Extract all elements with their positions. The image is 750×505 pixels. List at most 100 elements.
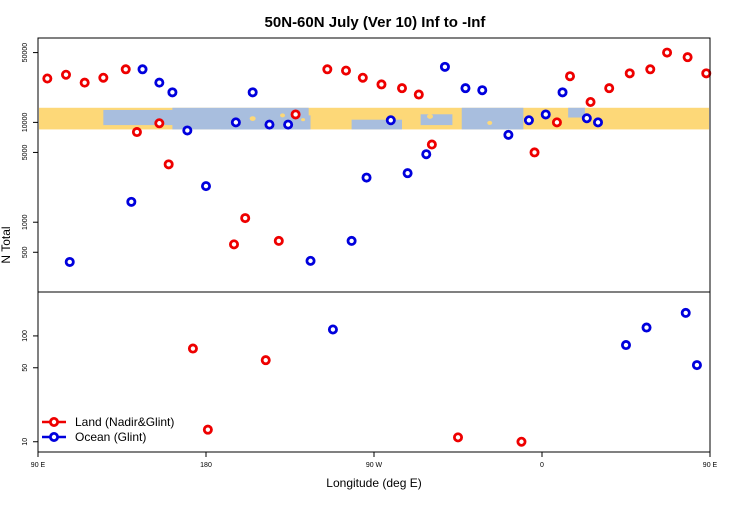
upper-ocean-point	[182, 125, 193, 136]
y-tick-label: 10	[22, 438, 29, 446]
x-tick-label: 0	[540, 462, 544, 469]
upper-ocean-point	[346, 235, 357, 246]
lower-y-axis: 10 50 100	[22, 330, 38, 446]
upper-land-point	[322, 64, 333, 75]
map-land-patch	[301, 118, 306, 122]
map-ocean-patch	[568, 107, 585, 118]
upper-ocean-point	[305, 255, 316, 266]
upper-land-point	[396, 83, 407, 94]
map-land-patch	[249, 116, 256, 122]
upper-land-point	[340, 65, 351, 76]
x-tick-label: 90 E	[31, 462, 46, 469]
upper-land-point	[645, 64, 656, 75]
upper-land-point	[61, 69, 72, 80]
y-axis-label: N Total	[0, 226, 13, 263]
upper-ocean-point	[540, 109, 551, 120]
lower-panel: 10 50 100	[22, 291, 711, 453]
y-tick-label: 500	[22, 246, 29, 258]
upper-ocean-point	[137, 64, 148, 75]
upper-plot-frame	[37, 37, 711, 293]
upper-ocean-point	[361, 172, 372, 183]
upper-land-point	[585, 96, 596, 107]
upper-ocean-point	[581, 113, 592, 124]
x-axis: 90 E 180 90 W 0 90 E	[31, 452, 718, 469]
upper-land-point	[551, 117, 562, 128]
upper-ocean-point	[439, 61, 450, 72]
upper-land-point	[701, 68, 712, 79]
upper-land-point	[120, 64, 131, 75]
x-tick-label: 90 E	[703, 462, 718, 469]
y-tick-label: 10000	[22, 113, 29, 133]
upper-land-point	[273, 235, 284, 246]
upper-ocean-point	[264, 119, 275, 130]
upper-land-point	[682, 52, 693, 63]
map-ocean-patch	[461, 107, 524, 130]
upper-ocean-point	[421, 149, 432, 160]
upper-land-point	[662, 47, 673, 58]
upper-land-point	[565, 71, 576, 82]
upper-land-point	[604, 83, 615, 94]
upper-land-point	[42, 73, 53, 84]
map-ocean-patch	[351, 119, 402, 130]
lower-ocean-point	[680, 307, 691, 318]
lower-land-point	[452, 432, 463, 443]
y-tick-label: 50000	[22, 43, 29, 63]
upper-land-point	[426, 139, 437, 150]
map-ocean-patch	[420, 114, 453, 126]
upper-ocean-point	[385, 115, 396, 126]
lower-land-point	[516, 436, 527, 447]
upper-land-point	[529, 147, 540, 158]
upper-ocean-point	[402, 168, 413, 179]
y-tick-label: 1000	[22, 214, 29, 230]
upper-ocean-point	[593, 117, 604, 128]
lower-ocean-point	[327, 324, 338, 335]
lower-land-point	[187, 343, 198, 354]
y-tick-label: 5000	[22, 145, 29, 161]
upper-ocean-point	[167, 87, 178, 98]
legend: Land (Nadir&Glint) Ocean (Glint)	[42, 415, 174, 444]
legend-land-label: Land (Nadir&Glint)	[75, 415, 174, 429]
chart-title: 50N-60N July (Ver 10) Inf to -Inf	[265, 14, 487, 31]
upper-land-point	[290, 109, 301, 120]
upper-ocean-point	[283, 119, 294, 130]
upper-ocean-point	[126, 196, 137, 207]
upper-land-point	[376, 79, 387, 90]
upper-ocean-point	[154, 77, 165, 88]
map-land-patch	[427, 114, 433, 119]
lower-ocean-point	[621, 340, 632, 351]
upper-land-point	[624, 68, 635, 79]
upper-land-point	[228, 239, 239, 250]
upper-ocean-point	[477, 85, 488, 96]
x-tick-label: 180	[200, 462, 212, 469]
upper-land-point	[131, 127, 142, 138]
upper-ocean-point	[200, 181, 211, 192]
upper-data-points	[42, 47, 712, 267]
map-land-patch	[487, 120, 493, 125]
upper-ocean-point	[64, 256, 75, 267]
upper-ocean-point	[460, 83, 471, 94]
lower-land-point	[202, 424, 213, 435]
legend-ocean-marker	[49, 431, 60, 442]
upper-panel: 500 1000 5000 10000 50000	[22, 37, 712, 293]
upper-land-point	[413, 89, 424, 100]
lower-land-point	[260, 355, 271, 366]
legend-land-marker	[49, 416, 60, 427]
x-axis-label: Longitude (deg E)	[326, 476, 421, 490]
upper-land-point	[240, 213, 251, 224]
upper-ocean-point	[230, 117, 241, 128]
y-tick-label: 50	[22, 364, 29, 372]
upper-ocean-point	[503, 129, 514, 140]
upper-land-point	[163, 159, 174, 170]
upper-y-axis: 500 1000 5000 10000 50000	[22, 43, 38, 258]
map-land-patch	[280, 113, 286, 118]
upper-ocean-point	[557, 87, 568, 98]
upper-land-point	[357, 72, 368, 83]
lower-data-points	[187, 307, 702, 447]
x-tick-label: 90 W	[366, 462, 383, 469]
upper-land-point	[98, 72, 109, 83]
upper-land-point	[79, 77, 90, 88]
y-tick-label: 100	[22, 330, 29, 342]
upper-land-point	[154, 118, 165, 129]
upper-ocean-point	[247, 87, 258, 98]
